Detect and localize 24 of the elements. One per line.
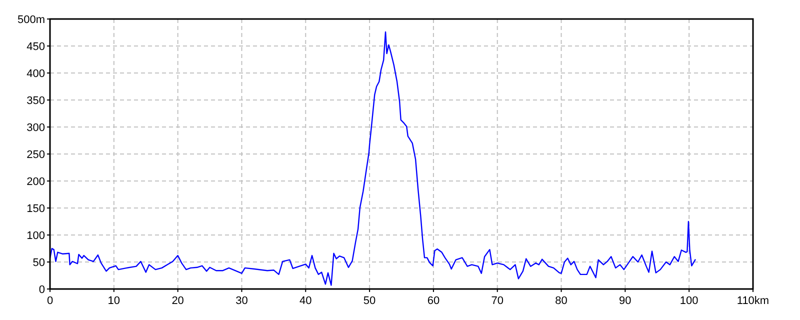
x-tick-label: 80	[555, 295, 568, 307]
y-tick-label: 300	[26, 122, 45, 134]
x-tick-label: 90	[619, 295, 632, 307]
y-tick-label: 500m	[17, 14, 45, 26]
y-tick-label: 250	[26, 148, 45, 161]
y-tick-label: 200	[26, 176, 45, 188]
y-tick-label: 0	[38, 284, 45, 296]
x-tick-label: 70	[491, 295, 504, 307]
x-tick-label: 30	[236, 295, 248, 307]
y-tick-label: 450	[26, 40, 45, 53]
x-tick-label: 100	[680, 295, 698, 307]
y-tick-label: 400	[26, 68, 45, 80]
x-tick-label: 40	[300, 295, 312, 307]
x-tick-label: 0	[46, 295, 54, 307]
x-tick-label: 50	[363, 295, 376, 307]
x-tick-label: 60	[427, 295, 440, 307]
y-tick-label: 350	[26, 94, 45, 107]
x-tick-label: 20	[172, 295, 184, 307]
x-tick-label: 110km	[736, 295, 770, 307]
y-tick-label: 150	[26, 202, 45, 215]
x-tick-label: 10	[108, 295, 120, 307]
line-series	[49, 31, 696, 286]
y-tick-label: 50	[32, 256, 45, 269]
y-tick-label: 100	[26, 230, 45, 242]
